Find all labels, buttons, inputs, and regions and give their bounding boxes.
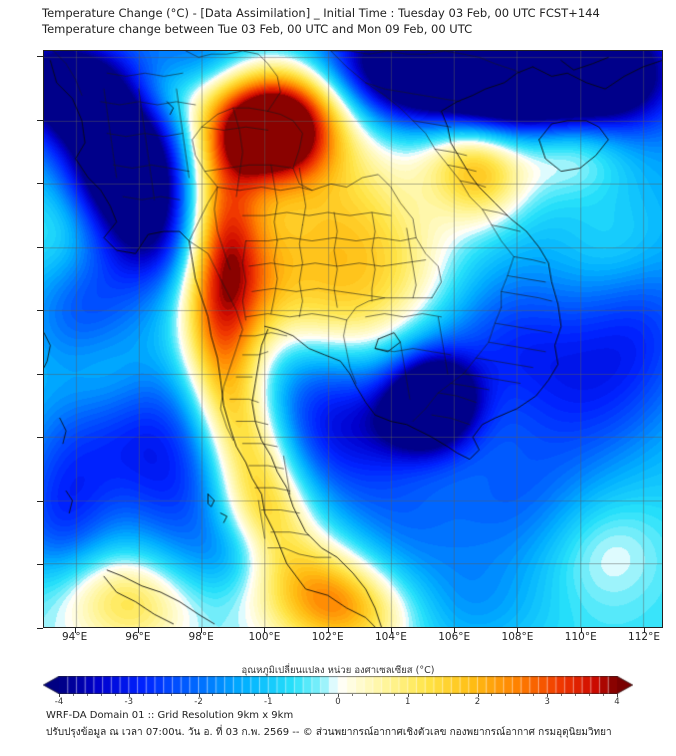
xtick-label-94E: 94°E — [62, 631, 88, 643]
xtick-label-112E: 112°E — [628, 631, 660, 643]
xtick-label-98E: 98°E — [188, 631, 214, 643]
chart-title-block: Temperature Change (°C) - [Data Assimila… — [42, 5, 662, 37]
colorbar-tick-mark — [128, 694, 130, 697]
colorbar-minor-tick — [72, 694, 74, 696]
colorbar-minor-tick — [589, 694, 591, 696]
colorbar-minor-tick — [240, 694, 242, 696]
xtick-label-104E: 104°E — [374, 631, 407, 643]
colorbar-tick-minus3: -3 — [124, 697, 133, 707]
colorbar-minor-tick — [86, 694, 88, 696]
colorbar-tick-minus1: -1 — [264, 697, 273, 707]
xtick-mark — [264, 628, 266, 633]
colorbar-minor-tick — [170, 694, 172, 696]
xtick-mark — [454, 628, 456, 633]
colorbar-tick-mark — [477, 694, 479, 697]
colorbar-tick-2: 2 — [474, 697, 481, 707]
ytick-mark — [37, 628, 43, 629]
colorbar-minor-tick — [324, 694, 326, 696]
coastline-and-border-layer — [44, 51, 662, 627]
colorbar-tick-0: 0 — [335, 697, 341, 707]
ytick-mark — [37, 119, 43, 121]
colorbar-label: อุณหภูมิเปลี่ยนแปลง หน่วย องศาเซลเซียส (… — [241, 665, 435, 676]
colorbar-tick-mark — [547, 694, 549, 697]
xtick-mark — [74, 628, 76, 633]
ytick-mark — [37, 437, 43, 439]
xtick-label-110E: 110°E — [564, 631, 597, 643]
colorbar-minor-tick — [156, 694, 158, 696]
xtick-mark — [137, 628, 139, 633]
footer-line-model: WRF-DA Domain 01 :: Grid Resolution 9km … — [46, 710, 294, 721]
colorbar-tick-mark — [268, 694, 270, 697]
xtick-mark — [517, 628, 519, 633]
colorbar-minor-tick — [296, 694, 298, 696]
ytick-mark — [37, 183, 43, 185]
colorbar-tick-3: 3 — [544, 697, 550, 707]
colorbar-minor-tick — [310, 694, 312, 696]
colorbar-minor-tick — [505, 694, 507, 696]
footer-line-credit: ปรับปรุงข้อมูล ณ เวลา 07:00น. วัน อ. ที่… — [46, 727, 612, 738]
colorbar-minor-tick — [435, 694, 437, 696]
xtick-label-106E: 106°E — [438, 631, 471, 643]
colorbar-minor-tick — [449, 694, 451, 696]
xtick-label-108E: 108°E — [501, 631, 534, 643]
colorbar-tick-minus4: -4 — [54, 697, 64, 707]
ytick-mark — [37, 500, 43, 502]
colorbar-tick-mark — [617, 694, 618, 697]
colorbar-tick-1: 1 — [405, 697, 411, 707]
xtick-label-96E: 96°E — [125, 631, 151, 643]
colorbar-minor-tick — [603, 694, 605, 696]
xtick-mark — [580, 628, 582, 633]
colorbar-minor-tick — [561, 694, 563, 696]
colorbar-minor-tick — [100, 694, 102, 696]
title-line-2: Temperature change between Tue 03 Feb, 0… — [42, 22, 473, 36]
colorbar-minor-tick — [421, 694, 423, 696]
colorbar-tick-minus2: -2 — [194, 697, 203, 707]
title-line-1: Temperature Change (°C) - [Data Assimila… — [42, 6, 600, 20]
colorbar-tick-mark — [407, 694, 409, 697]
ytick-mark — [37, 310, 43, 312]
colorbar-tick-4: 4 — [614, 697, 620, 707]
colorbar-minor-tick — [254, 694, 256, 696]
footer-block: WRF-DA Domain 01 :: Grid Resolution 9km … — [46, 707, 666, 741]
colorbar-minor-tick — [533, 694, 535, 696]
ytick-mark — [37, 246, 43, 248]
colorbar-tick-mark — [59, 694, 60, 697]
colorbar-minor-tick — [379, 694, 381, 696]
colorbar[interactable] — [43, 676, 633, 694]
colorbar-minor-tick — [212, 694, 214, 696]
ytick-mark — [37, 564, 43, 566]
colorbar-minor-tick — [282, 694, 284, 696]
xtick-mark — [644, 628, 646, 633]
colorbar-tick-mark — [338, 694, 339, 697]
xtick-label-100E: 100°E — [248, 631, 281, 643]
xtick-label-102E: 102°E — [311, 631, 344, 643]
colorbar-minor-tick — [463, 694, 465, 696]
colorbar-minor-tick — [184, 694, 186, 696]
xtick-mark — [201, 628, 203, 633]
ytick-mark — [37, 373, 43, 375]
colorbar-minor-tick — [226, 694, 228, 696]
xtick-mark — [327, 628, 329, 633]
colorbar-tick-mark — [198, 694, 200, 697]
colorbar-minor-tick — [142, 694, 144, 696]
map-plot-area[interactable] — [43, 50, 663, 628]
colorbar-minor-tick — [519, 694, 521, 696]
colorbar-minor-tick — [365, 694, 367, 696]
colorbar-gradient — [43, 676, 633, 694]
colorbar-minor-tick — [114, 694, 116, 696]
colorbar-minor-tick — [351, 694, 353, 696]
colorbar-minor-tick — [393, 694, 395, 696]
xtick-mark — [390, 628, 392, 633]
ytick-mark — [37, 56, 43, 58]
colorbar-minor-tick — [491, 694, 493, 696]
colorbar-minor-tick — [575, 694, 577, 696]
